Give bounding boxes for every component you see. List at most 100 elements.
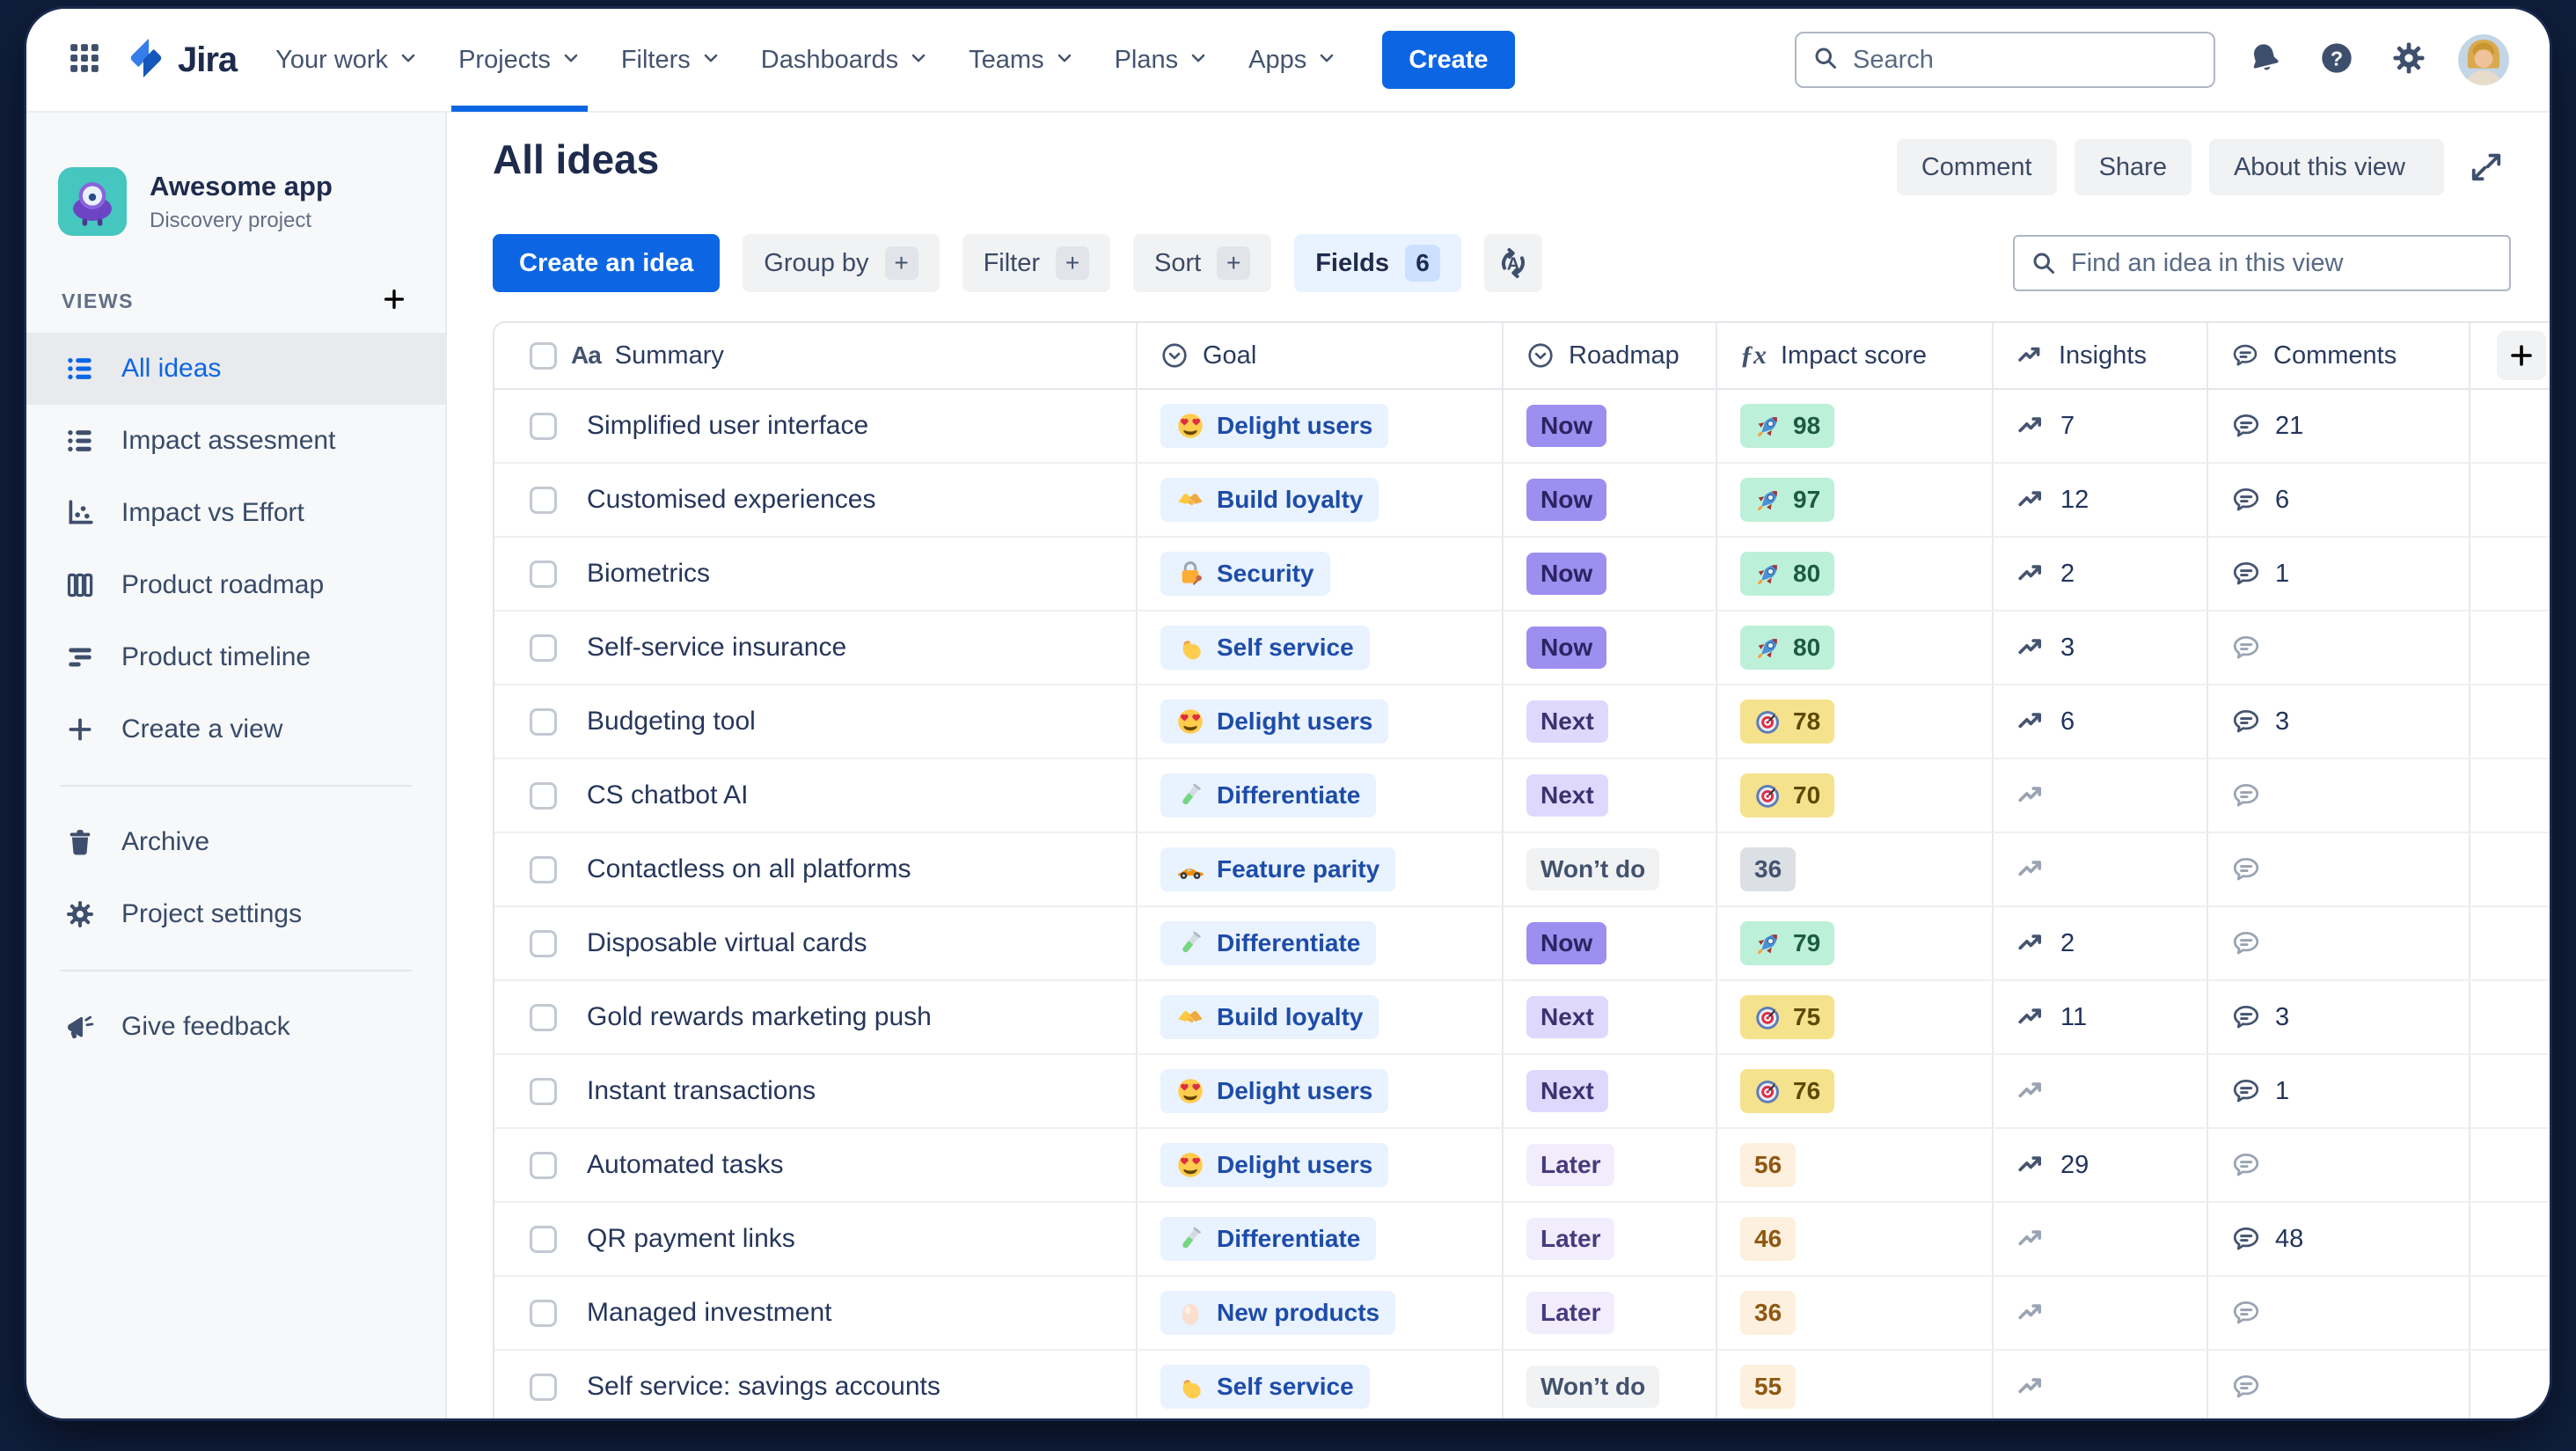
roadmap-badge[interactable]: Won’t do [1526, 1366, 1660, 1408]
roadmap-cell[interactable]: Now [1504, 612, 1717, 685]
comments-cell[interactable]: 6 [2208, 464, 2470, 538]
nav-your-work[interactable]: Your work [275, 9, 418, 112]
goal-badge[interactable]: Build loyalty [1160, 478, 1379, 522]
goal-cell[interactable]: Build loyalty [1138, 464, 1504, 538]
comments-cell[interactable] [2208, 759, 2470, 833]
help-button[interactable]: ? [2314, 37, 2360, 83]
row-checkbox[interactable] [530, 1373, 557, 1401]
impact-score-cell[interactable]: 80 [1717, 538, 1994, 612]
roadmap-cell[interactable]: Now [1504, 390, 1717, 464]
row-checkbox[interactable] [530, 1151, 557, 1179]
goal-cell[interactable]: Differentiate [1138, 907, 1504, 981]
roadmap-cell[interactable]: Next [1504, 981, 1717, 1055]
impact-score-cell[interactable]: 36 [1717, 1277, 1994, 1351]
impact-score-cell[interactable]: 70 [1717, 759, 1994, 833]
settings-button[interactable] [2386, 37, 2432, 83]
impact-score-badge[interactable]: 97 [1740, 478, 1835, 522]
about-this-view-button[interactable]: About this view [2208, 139, 2444, 195]
goal-cell[interactable]: Differentiate [1138, 1203, 1504, 1277]
jira-logo[interactable]: Jira [123, 35, 238, 85]
row-checkbox[interactable] [530, 634, 557, 662]
roadmap-badge[interactable]: Next [1526, 1070, 1608, 1112]
share-button[interactable]: Share [2074, 139, 2192, 195]
comments-cell[interactable]: 1 [2208, 538, 2470, 612]
summary-cell[interactable]: Disposable virtual cards [494, 907, 1138, 981]
roadmap-badge[interactable]: Now [1526, 553, 1607, 595]
impact-score-cell[interactable]: 76 [1717, 1055, 1994, 1129]
create-button[interactable]: Create [1382, 31, 1515, 89]
comment-button[interactable]: Comment [1896, 139, 2057, 195]
impact-score-cell[interactable]: 55 [1717, 1351, 1994, 1418]
goal-badge[interactable]: Self service [1160, 626, 1370, 670]
goal-cell[interactable]: Delight users [1138, 685, 1504, 759]
auto-translate-button[interactable]: A [1484, 234, 1543, 292]
roadmap-badge[interactable]: Now [1526, 405, 1607, 447]
roadmap-cell[interactable]: Now [1504, 538, 1717, 612]
impact-score-cell[interactable]: 46 [1717, 1203, 1994, 1277]
roadmap-badge[interactable]: Now [1526, 627, 1607, 669]
insights-cell[interactable] [1994, 1277, 2208, 1351]
roadmap-cell[interactable]: Now [1504, 907, 1717, 981]
goal-cell[interactable]: New products [1138, 1277, 1504, 1351]
roadmap-cell[interactable]: Later [1504, 1203, 1717, 1277]
row-checkbox[interactable] [530, 781, 557, 810]
goal-badge[interactable]: Delight users [1160, 1143, 1389, 1187]
impact-score-cell[interactable]: 80 [1717, 612, 1994, 685]
insights-cell[interactable]: 29 [1994, 1129, 2208, 1203]
comments-cell[interactable]: 3 [2208, 685, 2470, 759]
roadmap-cell[interactable]: Now [1504, 464, 1717, 538]
nav-plans[interactable]: Plans [1115, 9, 1209, 112]
comments-cell[interactable] [2208, 1351, 2470, 1418]
impact-score-cell[interactable]: 36 [1717, 833, 1994, 907]
summary-cell[interactable]: Contactless on all platforms [494, 833, 1138, 907]
sidebar-item-archive[interactable]: Archive [26, 806, 445, 878]
insights-cell[interactable]: 2 [1994, 538, 2208, 612]
roadmap-cell[interactable]: Later [1504, 1277, 1717, 1351]
row-checkbox[interactable] [530, 929, 557, 957]
impact-score-badge[interactable]: 75 [1740, 995, 1835, 1039]
goal-badge[interactable]: Differentiate [1160, 921, 1377, 965]
comments-cell[interactable] [2208, 612, 2470, 685]
goal-cell[interactable]: Build loyalty [1138, 981, 1504, 1055]
summary-cell[interactable]: Biometrics [494, 538, 1138, 612]
impact-score-cell[interactable]: 79 [1717, 907, 1994, 981]
impact-score-badge[interactable]: 70 [1740, 773, 1835, 817]
global-search[interactable] [1795, 32, 2215, 88]
app-switcher-icon[interactable] [65, 40, 104, 79]
impact-score-badge[interactable]: 80 [1740, 626, 1835, 670]
impact-score-badge[interactable]: 36 [1740, 1291, 1797, 1335]
comments-cell[interactable] [2208, 1129, 2470, 1203]
goal-badge[interactable]: Build loyalty [1160, 995, 1379, 1039]
roadmap-cell[interactable]: Next [1504, 685, 1717, 759]
fields-button[interactable]: Fields 6 [1294, 234, 1462, 292]
impact-score-badge[interactable]: 76 [1740, 1069, 1835, 1113]
summary-cell[interactable]: Gold rewards marketing push [494, 981, 1138, 1055]
insights-cell[interactable] [1994, 759, 2208, 833]
sidebar-item-product-roadmap[interactable]: Product roadmap [26, 549, 445, 621]
goal-badge[interactable]: Delight users [1160, 404, 1389, 448]
fullscreen-button[interactable] [2462, 143, 2511, 192]
comments-cell[interactable]: 1 [2208, 1055, 2470, 1129]
insights-cell[interactable]: 7 [1994, 390, 2208, 464]
impact-score-cell[interactable]: 56 [1717, 1129, 1994, 1203]
goal-badge[interactable]: Self service [1160, 1365, 1370, 1409]
global-search-input[interactable] [1853, 45, 2198, 75]
summary-cell[interactable]: Customised experiences [494, 464, 1138, 538]
impact-score-badge[interactable]: 55 [1740, 1365, 1797, 1409]
impact-score-badge[interactable]: 80 [1740, 552, 1835, 596]
summary-cell[interactable]: Automated tasks [494, 1129, 1138, 1203]
impact-score-badge[interactable]: 46 [1740, 1217, 1797, 1261]
impact-score-cell[interactable]: 78 [1717, 685, 1994, 759]
goal-cell[interactable]: Delight users [1138, 390, 1504, 464]
roadmap-cell[interactable]: Won’t do [1504, 1351, 1717, 1418]
goal-badge[interactable]: Feature parity [1160, 847, 1396, 891]
insights-cell[interactable]: 6 [1994, 685, 2208, 759]
goal-badge[interactable]: Differentiate [1160, 773, 1377, 817]
sidebar-item-give-feedback[interactable]: Give feedback [26, 991, 445, 1063]
user-avatar[interactable] [2458, 34, 2509, 85]
impact-score-cell[interactable]: 97 [1717, 464, 1994, 538]
filter-button[interactable]: Filter + [962, 234, 1111, 292]
column-header-impact-score[interactable]: ƒx Impact score [1717, 323, 1994, 390]
group-by-button[interactable]: Group by + [743, 234, 940, 292]
goal-cell[interactable]: Delight users [1138, 1055, 1504, 1129]
